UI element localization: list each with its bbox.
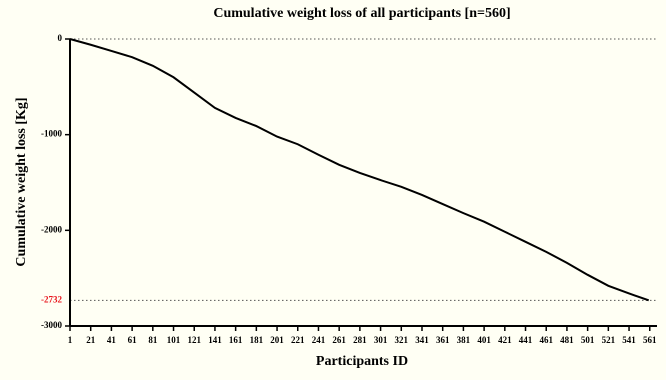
x-tick-label: 281	[353, 335, 367, 345]
x-tick-label: 181	[250, 335, 264, 345]
chart-title: Cumulative weight loss of all participan…	[213, 6, 510, 21]
x-tick-label: 101	[167, 335, 181, 345]
x-tick-label: 81	[148, 335, 158, 345]
x-tick-label: 201	[270, 335, 284, 345]
x-tick-label: 501	[581, 335, 595, 345]
x-tick-label: 521	[602, 335, 616, 345]
x-tick-label: 141	[208, 335, 222, 345]
x-tick-label: 541	[622, 335, 636, 345]
x-tick-label: 461	[539, 335, 553, 345]
x-tick-label: 161	[229, 335, 243, 345]
x-tick-label: 241	[312, 335, 326, 345]
x-tick-label: 1	[68, 335, 73, 345]
y-tick-label: -2000	[41, 224, 62, 234]
x-tick-label: 561	[643, 335, 657, 345]
x-tick-label: 121	[187, 335, 201, 345]
y-axis-label: Cumulative weight loss [Kg]	[14, 97, 29, 266]
y-tick-label: -3000	[41, 320, 62, 330]
x-tick-label: 321	[395, 335, 409, 345]
x-tick-label: 341	[415, 335, 429, 345]
x-tick-label: 61	[128, 335, 138, 345]
x-axis-label: Participants ID	[316, 354, 408, 369]
data-line	[69, 38, 650, 302]
x-tick-label: 441	[519, 335, 533, 345]
x-tick-label: 221	[291, 335, 305, 345]
x-tick-label: 481	[560, 335, 574, 345]
x-tick-label: 361	[436, 335, 450, 345]
y-tick-label: -1000	[41, 129, 62, 139]
x-tick-label: 41	[107, 335, 117, 345]
x-tick-label: 421	[498, 335, 512, 345]
reference-label: -2732	[41, 294, 62, 304]
y-tick-label: 0	[58, 33, 63, 43]
x-tick-label: 261	[332, 335, 346, 345]
x-tick-label: 381	[457, 335, 471, 345]
x-tick-label: 401	[477, 335, 491, 345]
x-tick-label: 21	[86, 335, 96, 345]
x-tick-label: 301	[374, 335, 388, 345]
